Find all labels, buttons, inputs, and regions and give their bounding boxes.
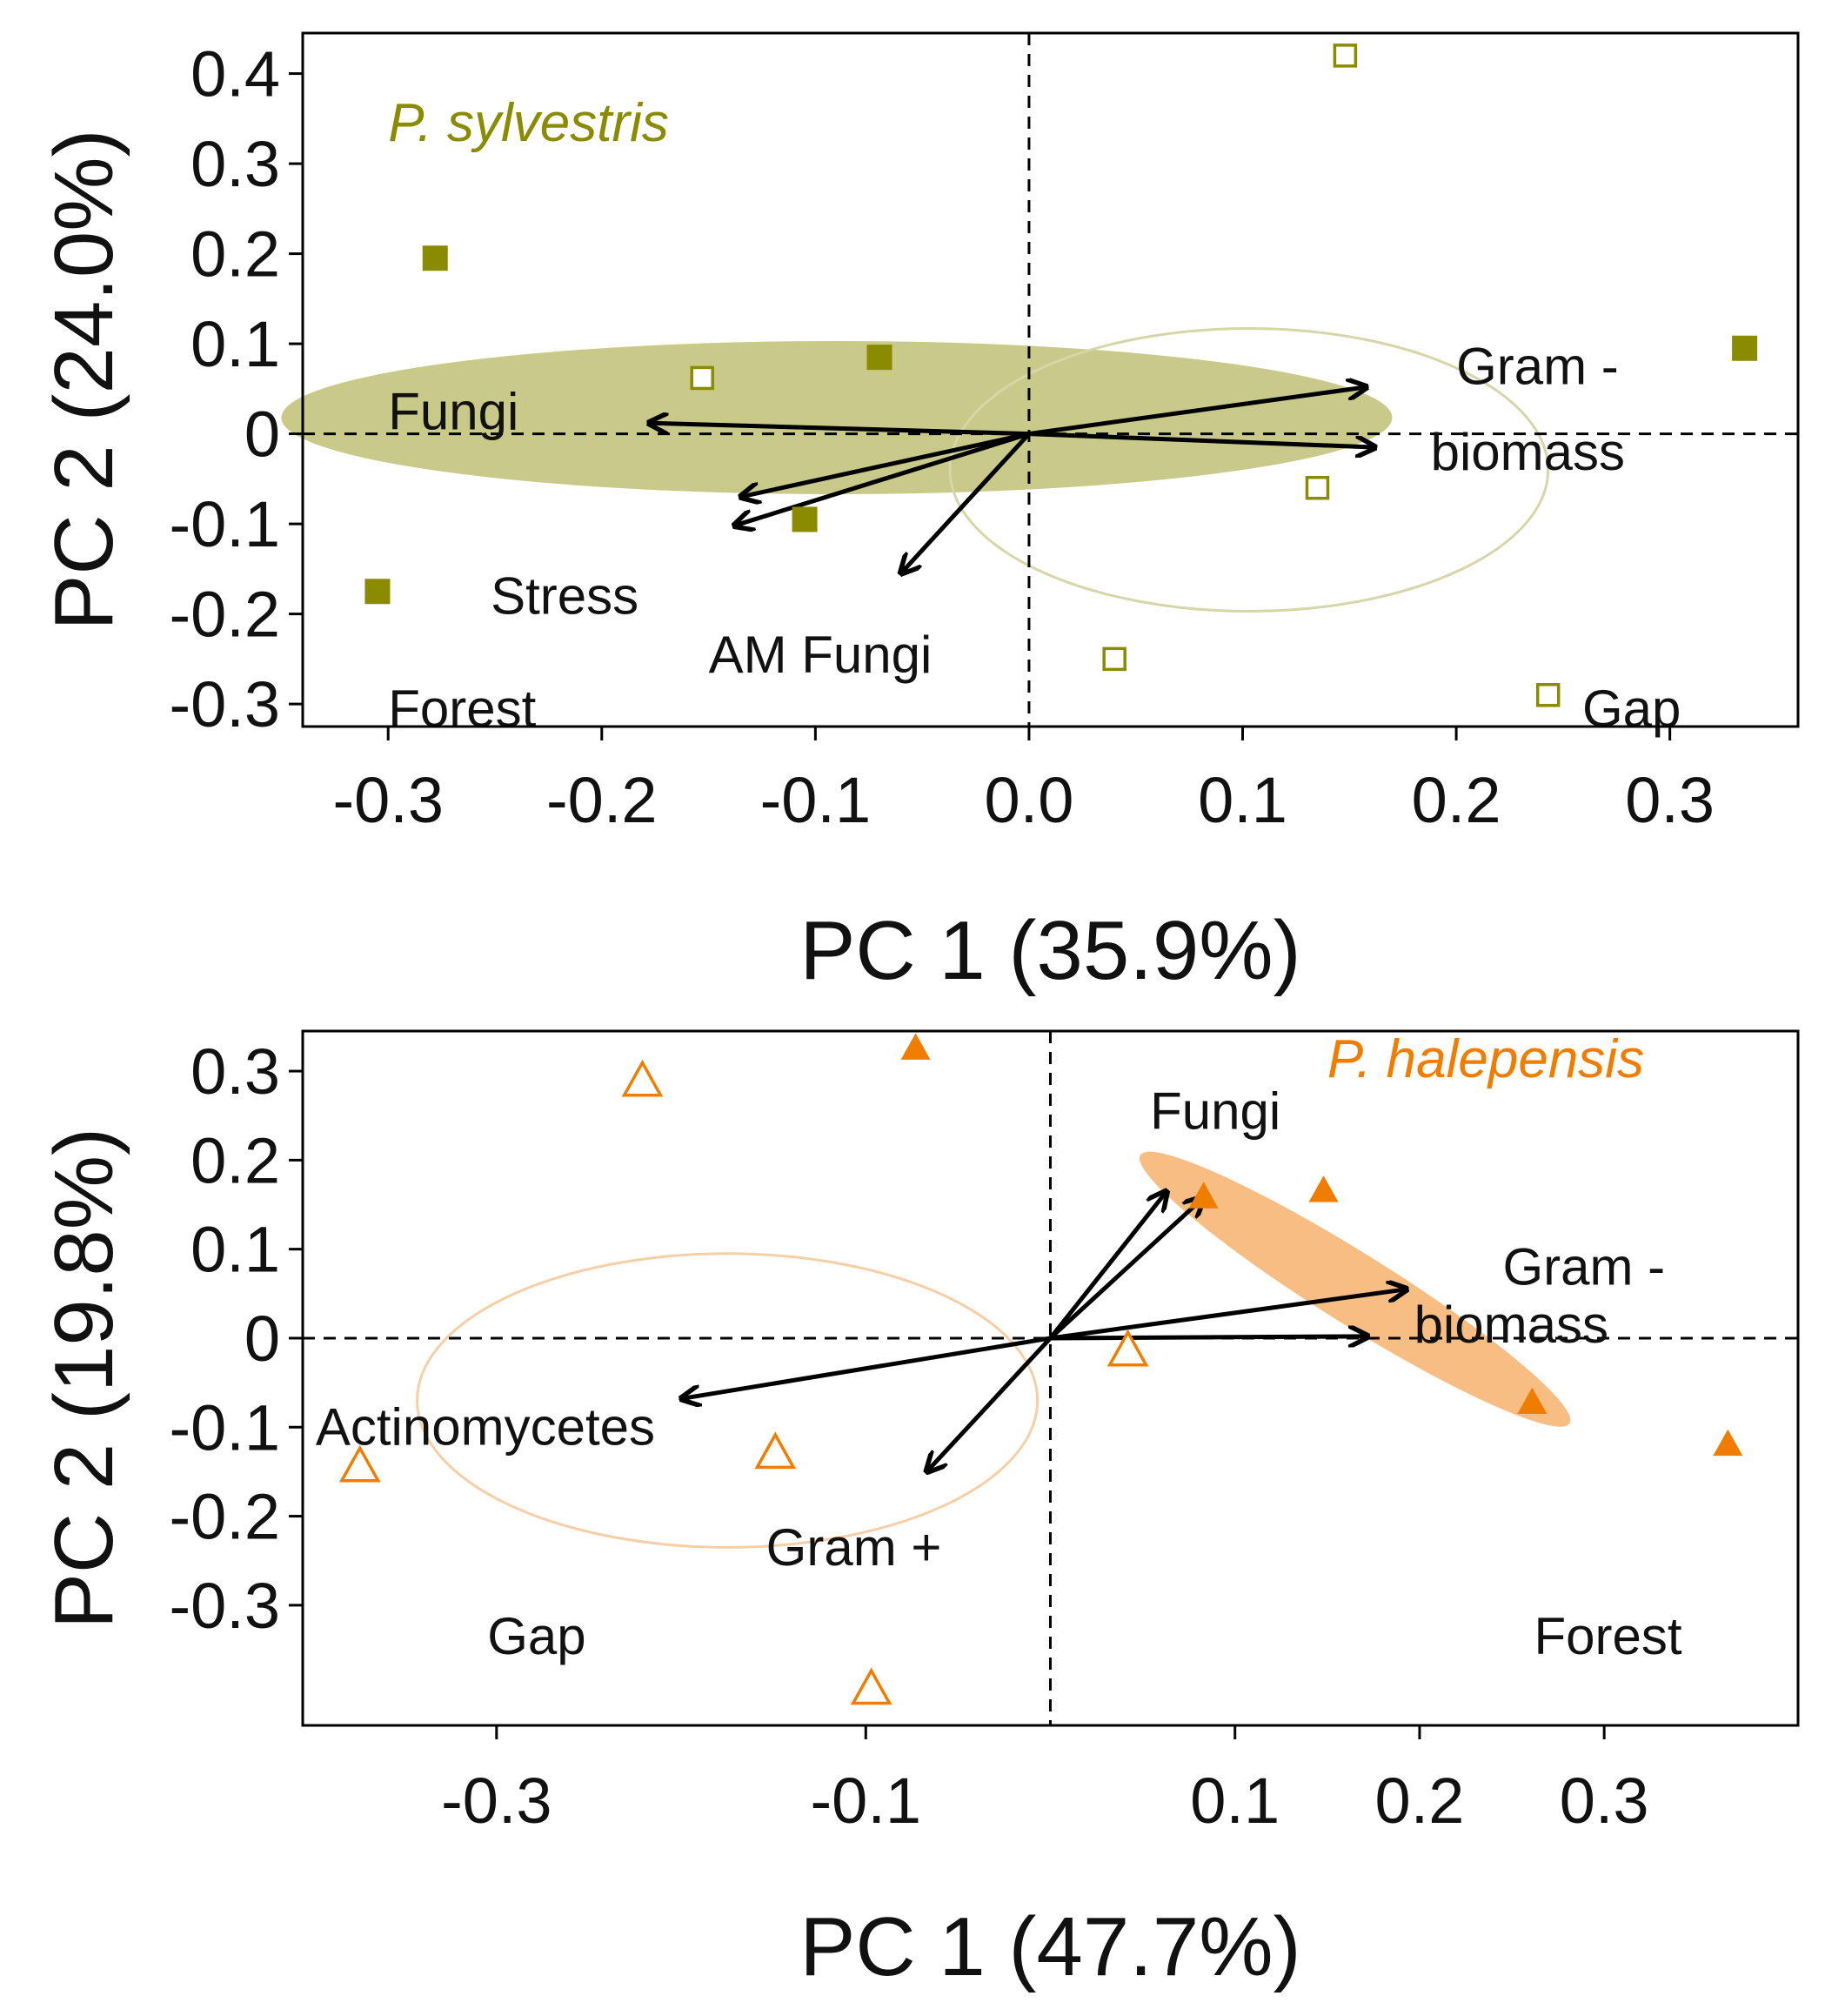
x-tick-label: -0.1 [811, 1765, 922, 1837]
annotation-label: biomass [1414, 1296, 1608, 1354]
x-tick-label: 0.3 [1560, 1765, 1649, 1837]
x-axis-label: PC 1 (47.7%) [799, 1900, 1300, 1993]
point-forest [1308, 1175, 1339, 1202]
loading-arrow [681, 1336, 1051, 1399]
loading-arrow [926, 1336, 1053, 1471]
ellipse-gap [416, 1252, 1040, 1549]
y-tick-label: -0.2 [169, 1481, 280, 1553]
annotation-label: Stress [491, 567, 638, 626]
x-tick-label: -0.1 [760, 764, 872, 836]
ellipse-forest [1139, 1151, 1571, 1427]
annotation-label: Gram - [1502, 1238, 1665, 1296]
plot-frame [301, 1029, 1800, 1727]
annotation-label: Gap [1582, 680, 1681, 738]
species-label: P. halepensis [1327, 1029, 1644, 1089]
x-tick-label: 0.0 [985, 764, 1074, 836]
annotation-label: biomass [1431, 423, 1625, 481]
y-tick-label: -0.1 [169, 1391, 280, 1463]
annotation-label: Actinomycetes [316, 1398, 655, 1457]
annotation-label: Forest [388, 680, 536, 738]
loading-arrow [901, 432, 1031, 573]
point-forest [1188, 1182, 1219, 1209]
loading-arrow [1050, 1289, 1407, 1341]
y-tick-label: -0.1 [169, 488, 280, 560]
y-tick-label: 0.1 [191, 1214, 280, 1286]
x-tick-label: 0.1 [1190, 1765, 1280, 1837]
y-tick-label: 0 [244, 399, 280, 471]
annotation-label: AM Fungi [709, 626, 933, 684]
y-tick-label: 0.2 [191, 218, 280, 291]
point-gap [1305, 475, 1330, 500]
y-tick-label: -0.2 [169, 579, 280, 651]
point-gap [690, 365, 714, 391]
y-axis-label: PC 2 (24.0%) [37, 129, 130, 630]
point-gap [850, 1667, 892, 1705]
loading-arrow [1048, 1191, 1167, 1340]
y-tick-label: -0.3 [169, 668, 280, 740]
annotation-label: Gram + [766, 1518, 942, 1577]
y-tick-label: 0.3 [191, 128, 280, 200]
y-tick-label: 0.3 [191, 1035, 280, 1108]
point-forest [364, 579, 391, 605]
x-axis-label: PC 1 (35.9%) [799, 904, 1300, 997]
plot-frame [301, 31, 1800, 728]
loading-arrow [649, 423, 1030, 437]
ellipse-gap [948, 327, 1550, 613]
y-axis-label: PC 2 (19.8%) [37, 1128, 130, 1629]
ellipse-forest [281, 340, 1393, 494]
loading-arrow [1028, 387, 1367, 437]
point-gap [1535, 683, 1561, 707]
point-gap [1102, 646, 1126, 672]
loading-arrow [1050, 1336, 1368, 1338]
x-tick-label: -0.3 [441, 1765, 552, 1837]
point-gap [1106, 1329, 1149, 1367]
point-gap [754, 1431, 797, 1470]
point-gap [621, 1059, 664, 1097]
point-gap [338, 1444, 381, 1483]
x-tick-label: -0.2 [546, 764, 658, 836]
y-tick-label: 0.4 [191, 38, 280, 111]
y-tick-label: 0 [244, 1303, 280, 1375]
species-label: P. sylvestris [388, 93, 669, 153]
loading-arrow [740, 432, 1030, 497]
point-forest [422, 245, 448, 271]
loading-arrow [1048, 1197, 1204, 1340]
x-tick-label: 0.1 [1198, 764, 1287, 836]
y-tick-label: 0.2 [191, 1124, 280, 1196]
point-forest [900, 1033, 931, 1060]
loading-arrow [734, 432, 1030, 526]
annotation-label: Fungi [388, 382, 518, 440]
x-tick-label: 0.2 [1412, 764, 1501, 836]
chart-panel-halepensis: Fungi Gram -biomass Actinomycetes Gram + Gap… [37, 1029, 1800, 1993]
annotation-label: Fungi [1150, 1082, 1280, 1141]
x-tick-label: -0.3 [332, 764, 444, 836]
chart-panel-sylvestris: Fungi Gram - biomass Stress AM Fungi Forest Ga… [37, 31, 1800, 997]
annotation-label: Forest [1534, 1607, 1682, 1665]
point-gap [1333, 44, 1358, 68]
loading-arrow [1028, 432, 1375, 448]
x-tick-label: 0.3 [1625, 764, 1715, 836]
point-forest [1517, 1387, 1548, 1415]
point-forest [1713, 1429, 1743, 1457]
point-forest [1732, 335, 1758, 361]
x-tick-label: 0.2 [1375, 1765, 1465, 1837]
y-tick-label: -0.3 [169, 1570, 280, 1642]
point-forest [866, 345, 892, 371]
y-tick-label: 0.1 [191, 308, 280, 380]
point-forest [792, 506, 818, 532]
annotation-label: Gap [487, 1607, 585, 1665]
annotation-label: Gram - [1456, 338, 1619, 396]
